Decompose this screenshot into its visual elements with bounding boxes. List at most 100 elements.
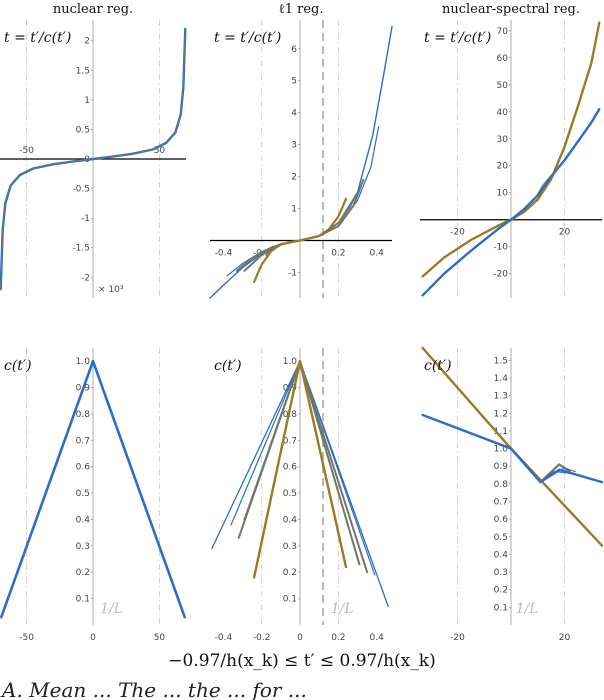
series-line-1 (421, 107, 601, 297)
y-tick-label: 0.3 (283, 542, 297, 552)
y-tick-label: 0.7 (283, 436, 297, 446)
y-tick-label: 1 (84, 96, 90, 106)
y-tick-label: 1.0 (494, 445, 509, 455)
x-tick-label: 0.2 (331, 633, 345, 643)
y-tick-label: 0.8 (283, 410, 298, 420)
row-label: c(t′) (424, 358, 452, 374)
x-tick-label: 0.2 (331, 248, 345, 258)
y-tick-label: 0.1 (494, 603, 508, 613)
panel-top-nuclear-spectral: -20 -10 10 20 30 40 50 60 70 -20 20 nuclear-spectra… (420, 2, 602, 298)
y-tick-label: 1.2 (494, 409, 508, 419)
row-label: c(t′) (214, 358, 242, 374)
y-tick-label: 1.5 (76, 66, 90, 76)
inverse-L-label: 1/L (516, 601, 539, 617)
y-tick-label: 3 (291, 141, 297, 151)
x-tick-label: -20 (450, 228, 465, 238)
y-tick-label: 2 (291, 173, 297, 183)
x-tick-label: -0.4 (215, 248, 233, 258)
caption-text: A. Mean ... The ... the ... for ... (0, 678, 307, 700)
row-label: t = t′/c(t′) (424, 30, 491, 46)
y-tick-label: 10 (497, 189, 509, 199)
series-line-4 (252, 360, 348, 579)
x-tick-label: 0 (297, 633, 303, 643)
y-tick-label: 0.1 (76, 595, 90, 605)
y-tick-label: -10 (493, 243, 508, 253)
x-tick-label: -20 (450, 633, 465, 643)
panel-bottom-l1: 0.10.20.30.40.50.60.70.80.91.0-0.4 -0.2 0 0… (211, 348, 389, 643)
y-tick-label: 0.6 (494, 515, 509, 525)
series-line-0 (421, 21, 601, 278)
x-tick-label: -50 (19, 633, 34, 643)
series-line-0 (0, 359, 186, 619)
row-label: t = t′/c(t′) (4, 30, 71, 46)
y-tick-label: 1.0 (76, 357, 91, 367)
inverse-L-label: 1/L (100, 601, 123, 617)
row-label: t = t′/c(t′) (214, 30, 281, 46)
y-tick-label: 0.3 (76, 542, 90, 552)
x-tick-label: 20 (559, 633, 571, 643)
x-tick-label: 0.4 (370, 633, 385, 643)
y-tick-label: -1 (288, 268, 297, 278)
y-tick-label: 1.0 (283, 357, 298, 367)
x-tick-label: -0.4 (215, 633, 233, 643)
x-tick-label: 0.4 (370, 248, 385, 258)
y-tick-label: 0.4 (76, 515, 91, 525)
series-line-4 (539, 470, 571, 483)
y-tick-label: 0.4 (494, 550, 509, 560)
y-tick-label: 0.7 (494, 497, 508, 507)
series-line-3 (539, 467, 576, 483)
y-tick-label: 20 (497, 162, 509, 172)
y-tick-label: 1 (291, 205, 297, 215)
y-tick-label: 0.8 (494, 480, 509, 490)
y-tick-label: 0.5 (76, 125, 90, 135)
y-tick-label: 1.3 (494, 392, 508, 402)
y-tick-label: 0.6 (76, 463, 91, 473)
x-tick-label: 20 (559, 228, 571, 238)
y-tick-label: 1.1 (494, 427, 508, 437)
y-tick-label: 0.8 (76, 410, 91, 420)
y-tick-label: 5 (291, 77, 297, 87)
series-line-2 (534, 166, 560, 199)
row-label: c(t′) (4, 358, 32, 374)
y-tick-label: 0.1 (283, 595, 297, 605)
y-tick-label: -2 (81, 273, 90, 283)
y-tick-label: 30 (497, 135, 509, 145)
y-tick-label: 0.7 (76, 436, 90, 446)
panel-title: nuclear reg. (53, 2, 133, 17)
x-tick-label: 50 (154, 146, 166, 156)
y-tick-label: 50 (497, 81, 509, 91)
y-tick-label: 0.2 (283, 568, 297, 578)
y-tick-label: 6 (291, 45, 297, 55)
y-multiplier-label: × 10³ (98, 285, 124, 295)
y-tick-label: 70 (497, 27, 509, 37)
y-tick-label: -1 (81, 214, 90, 224)
y-tick-label: 0.4 (283, 515, 298, 525)
series-line-2 (237, 360, 369, 574)
panel-title: nuclear-spectral reg. (442, 2, 580, 17)
y-tick-label: 2 (84, 37, 90, 47)
y-tick-label: 0.9 (494, 462, 509, 472)
x-tick-label: 0 (90, 633, 96, 643)
y-tick-label: 0.2 (76, 568, 90, 578)
y-tick-label: 60 (497, 54, 509, 64)
series-line-0 (421, 346, 604, 547)
y-tick-label: -0.5 (72, 185, 90, 195)
series-line-4 (253, 197, 348, 284)
x-tick-label: -0.2 (253, 633, 271, 643)
y-tick-label: 0.5 (494, 533, 508, 543)
panel-bottom-nuclear-spectral: 0.1 0.2 0.3 0.4 0.5 0.6 0.7 0.8 0.9 1.0 1.1 1.2 1.3 1… (421, 346, 604, 643)
y-tick-label: 1.5 (494, 356, 508, 366)
inverse-L-label: 1/L (331, 601, 354, 617)
panel-bottom-nuclear: 0.10.20.30.40.50.60.70.80.91.0-50 0 50c(t′… (0, 348, 186, 643)
y-tick-label: 0.5 (76, 489, 90, 499)
series-line-1 (0, 28, 186, 290)
y-tick-label: 0.5 (283, 489, 297, 499)
x-tick-label: 50 (154, 633, 166, 643)
y-tick-label: -1.5 (72, 244, 90, 254)
series-line-0 (209, 25, 393, 299)
x-tick-label: -50 (19, 146, 34, 156)
